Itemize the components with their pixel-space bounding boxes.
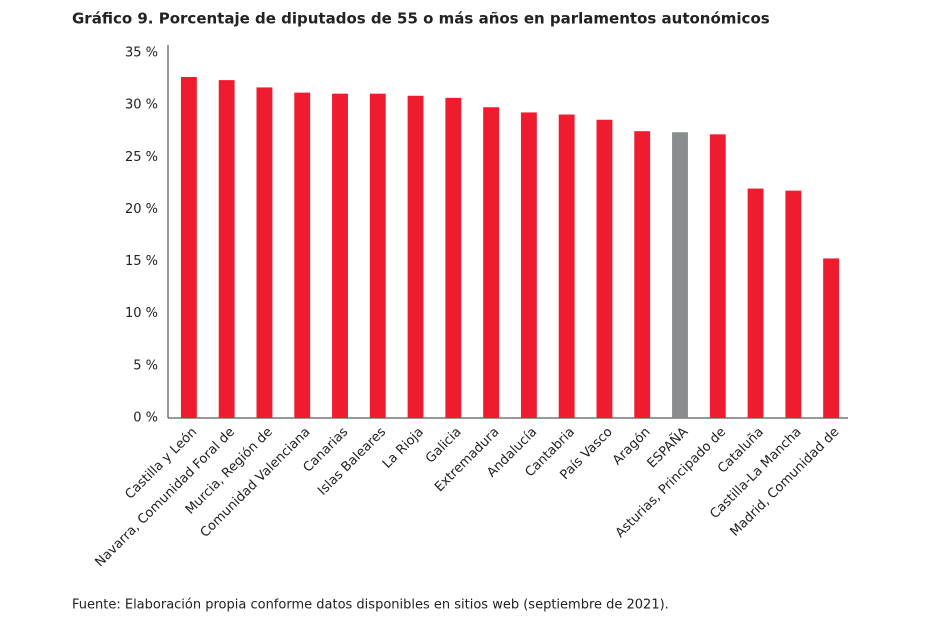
chart-title: Gráfico 9. Porcentaje de diputados de 55… [72,10,770,28]
bar [218,80,235,418]
bar [672,132,688,418]
bar [256,87,273,419]
y-tick-label: 35 % [125,46,158,61]
bar [520,112,537,418]
bar [445,97,462,418]
y-tick-label: 30 % [125,98,158,113]
y-tick-label: 15 % [125,254,158,269]
bar [634,131,651,418]
bar [596,119,613,418]
y-tick-label: 10 % [125,306,158,321]
y-tick-label: 20 % [125,202,158,217]
bar [785,190,802,418]
x-tick-label: La Rioja [380,425,427,472]
y-tick-label: 25 % [125,150,158,165]
bar [483,107,500,418]
x-tick-label: Islas Baleares [315,425,389,499]
y-tick-label: 0 % [133,411,158,426]
bar [823,258,840,418]
bar [369,93,386,419]
bar [332,93,348,419]
x-tick-label: Navarra, Comunidad Foral de [93,425,238,570]
bar [558,114,575,419]
y-tick-label: 5 % [133,358,158,373]
bar [709,134,726,419]
bar [180,76,197,418]
bar [407,95,424,418]
bar [294,92,311,418]
source-note: Fuente: Elaboración propia conforme dato… [72,598,669,613]
bar [747,188,764,418]
